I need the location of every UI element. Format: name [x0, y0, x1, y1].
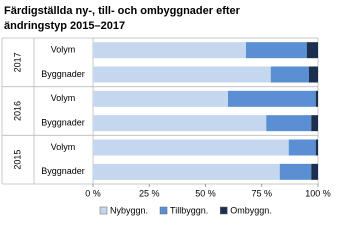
- y-tick-label: Byggnader: [41, 166, 85, 176]
- bar-segment: [315, 139, 318, 156]
- x-tick-label: 100 %: [305, 188, 331, 198]
- chart-title: ändringstyp 2015–2017: [4, 20, 125, 32]
- bar-segment: [228, 90, 316, 107]
- bar-segment: [315, 90, 318, 107]
- bar-segment: [288, 139, 316, 156]
- chart-title: Färdigställda ny-, till- och ombyggnader…: [4, 5, 241, 17]
- bar-segment: [246, 42, 307, 59]
- y-tick-label: Byggnader: [41, 69, 85, 79]
- plot-frame: [92, 37, 319, 185]
- y-tick-label: Volym: [51, 45, 76, 55]
- bar-segment: [279, 163, 312, 180]
- legend-label: Nybyggn.: [110, 205, 148, 215]
- bar-segment: [93, 42, 246, 59]
- y-tick-label: Volym: [51, 142, 76, 152]
- bar-segment: [311, 115, 318, 132]
- x-tick-label: 75 %: [251, 188, 272, 198]
- y-tick-label: Volym: [51, 93, 76, 103]
- group-label: 2016: [12, 101, 22, 121]
- group-label: 2017: [12, 52, 22, 72]
- x-tick-label: 25 %: [139, 188, 160, 198]
- x-tick-label: 50 %: [195, 188, 216, 198]
- chart: Färdigställda ny-, till- och ombyggnader…: [1, 5, 331, 215]
- bar-segment: [93, 90, 228, 107]
- bar-segment: [93, 139, 289, 156]
- legend-swatch: [219, 206, 228, 215]
- x-tick-label: 0 %: [85, 188, 101, 198]
- legend-swatch: [99, 206, 108, 215]
- bar-segment: [93, 66, 271, 83]
- bar-segment: [309, 66, 318, 83]
- legend-swatch: [159, 206, 168, 215]
- bar-segment: [266, 115, 312, 132]
- bar-segment: [270, 66, 309, 83]
- bar-segment: [93, 115, 267, 132]
- legend-label: Tillbyggn.: [170, 205, 208, 215]
- y-tick-label: Byggnader: [41, 118, 85, 128]
- bar-segment: [93, 163, 280, 180]
- bar-segment: [311, 163, 318, 180]
- bar-segment: [306, 42, 318, 59]
- group-label: 2015: [12, 150, 22, 170]
- legend-label: Ombyggn.: [230, 205, 272, 215]
